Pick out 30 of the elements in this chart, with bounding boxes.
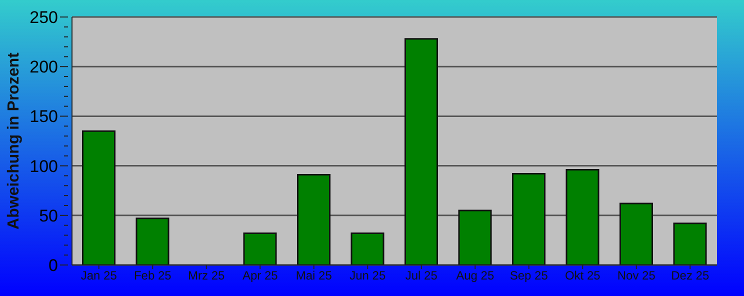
x-tick-label: Jun 25 (350, 268, 386, 283)
bar (404, 38, 438, 265)
bar (458, 210, 492, 265)
x-tick-label: Mai 25 (296, 268, 332, 283)
x-tick-label: Jan 25 (80, 268, 118, 283)
bar (512, 172, 546, 265)
x-tick-label: Mrz 25 (188, 268, 226, 283)
x-tick-label: Aug 25 (456, 268, 494, 283)
x-tick-label: Sep 25 (510, 268, 548, 283)
bar (673, 222, 707, 265)
y-tick-label: 200 (30, 58, 58, 77)
y-tick-label: 50 (39, 206, 58, 226)
x-tick-label: Okt 25 (564, 268, 601, 283)
y-tick-label: 250 (30, 8, 58, 27)
bar (620, 202, 653, 265)
bar (136, 218, 170, 265)
bar (243, 232, 277, 265)
x-tick-label: Jul 25 (405, 268, 438, 283)
bar (297, 174, 330, 265)
y-axis-title: Abweichung in Prozent (6, 52, 23, 230)
x-tick-label: Dez 25 (671, 268, 710, 283)
y-tick-label: 0 (48, 256, 58, 275)
bar (566, 169, 600, 265)
bar (350, 232, 384, 265)
y-tick-label: 100 (30, 156, 58, 176)
x-tick-label: Feb 25 (134, 268, 172, 283)
x-tick-label: Apr 25 (242, 268, 278, 283)
x-tick-label: Nov 25 (617, 268, 656, 283)
bar (82, 130, 116, 265)
y-tick-label: 150 (30, 107, 58, 126)
